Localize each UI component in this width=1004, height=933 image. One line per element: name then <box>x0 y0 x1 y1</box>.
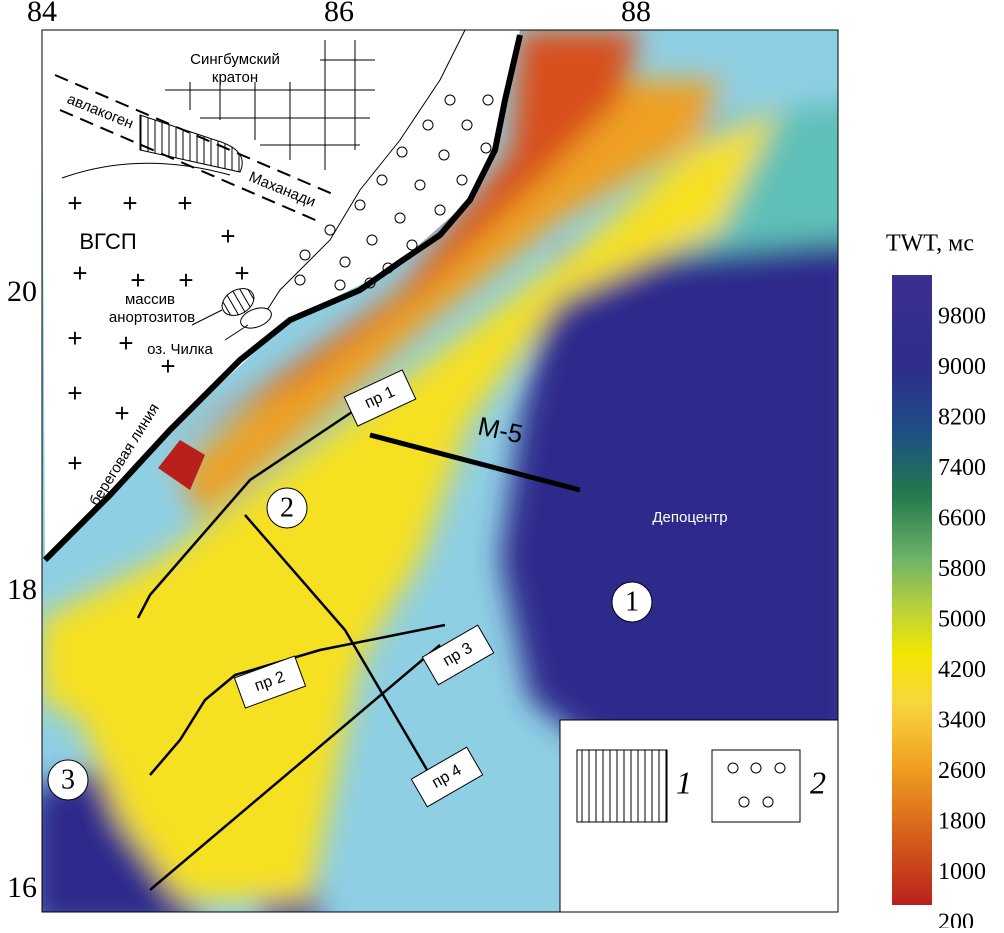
profile-lines <box>136 398 446 891</box>
colorbar-tick-label: 6600 <box>938 506 986 532</box>
svg-text:+: + <box>177 188 192 218</box>
profile-label: пр 3 <box>421 624 495 686</box>
label: массив <box>125 291 175 308</box>
label: кратон <box>212 69 258 86</box>
lat-tick-label: 16 <box>7 871 37 904</box>
colorbar-tick-label: 200 <box>938 910 974 929</box>
svg-text:+: + <box>67 378 82 408</box>
colorbar-tick-label: 4200 <box>938 657 986 683</box>
svg-text:+: + <box>67 188 82 218</box>
svg-text:+: + <box>122 188 137 218</box>
svg-text:+: + <box>72 258 87 288</box>
colorbar-tick-label: 9800 <box>938 304 986 330</box>
colorbar <box>892 275 932 905</box>
label: оз. Чилка <box>147 341 213 358</box>
plus-signs: + + + + + + + + + + + + + + <box>67 188 249 478</box>
lon-tick-label: 86 <box>324 0 354 28</box>
svg-text:+: + <box>114 398 129 428</box>
axis-labels: 84 86 88 20 18 16 <box>7 0 651 904</box>
profile-label: пр 4 <box>410 746 484 808</box>
zone-number: 3 <box>61 764 75 795</box>
colorbar-tick-label: 8200 <box>938 405 986 431</box>
colorbar-tick-label: 1000 <box>938 859 986 885</box>
label: анортозитов <box>109 309 195 326</box>
label: Депоцентр <box>652 509 727 526</box>
label: ВГСП <box>79 229 136 254</box>
profile-label: пр 2 <box>233 655 307 709</box>
label: Сингбумский <box>190 51 280 68</box>
svg-text:+: + <box>234 258 249 288</box>
zone-number: 1 <box>625 586 639 617</box>
svg-text:+: + <box>67 448 82 478</box>
legend-label: 2 <box>810 764 826 800</box>
lon-tick-label: 84 <box>27 0 57 28</box>
legend: 1 2 <box>559 719 839 913</box>
colorbar-tick-label: 3400 <box>938 708 986 734</box>
lat-tick-label: 18 <box>7 573 37 606</box>
circles <box>294 94 494 291</box>
coastline <box>42 34 523 563</box>
lon-tick-label: 88 <box>621 0 651 28</box>
colorbar-tick-label: 7400 <box>938 455 986 481</box>
profile-label: пр 1 <box>343 369 417 427</box>
colorbar-ticks: 9800 9000 8200 7400 6600 5800 5000 4200 3400 2600… <box>938 304 986 933</box>
colorbar-tick-label: 5000 <box>938 607 986 633</box>
svg-text:+: + <box>130 265 145 295</box>
svg-text:+: + <box>178 265 193 295</box>
svg-text:+: + <box>160 351 175 381</box>
zone-number: 2 <box>280 492 294 523</box>
lat-tick-label: 20 <box>7 275 37 308</box>
colorbar-tick-label: 2600 <box>938 758 986 784</box>
colorbar-title: TWT, мс <box>886 231 974 257</box>
svg-text:+: + <box>67 323 82 353</box>
colorbar-tick-label: 9000 <box>938 354 986 380</box>
colorbar-tick-label: 1800 <box>938 809 986 835</box>
colorbar-tick-label: 5800 <box>938 556 986 582</box>
legend-label: 1 <box>676 764 692 800</box>
svg-text:+: + <box>118 328 133 358</box>
boundary <box>261 29 466 319</box>
svg-text:+: + <box>220 221 235 251</box>
